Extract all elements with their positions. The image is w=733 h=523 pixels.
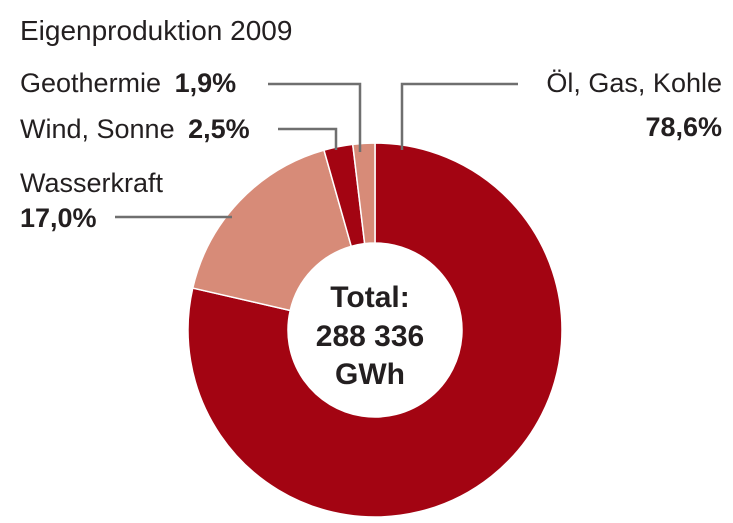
center-total-unit: GWh <box>335 358 405 391</box>
leader-line-geothermie <box>268 82 362 152</box>
slice-label-wind-sonne-name: Wind, Sonne <box>20 114 175 144</box>
slice-value-wind-sonne: 2,5% <box>188 114 250 144</box>
slice-labels: Öl, Gas, Kohle 78,6% Geothermie 1,9% Win… <box>20 68 722 233</box>
donut-slice-wasserkraft <box>191 149 353 312</box>
slice-value-wasserkraft: 17,0% <box>20 203 97 233</box>
slice-label-oel-gas-kohle: Öl, Gas, Kohle <box>546 68 722 98</box>
slice-label-wasserkraft: Wasserkraft <box>20 168 164 198</box>
donut-slice-öl-gas-kohle <box>187 142 563 518</box>
slice-label-geothermie: Geothermie 1,9% <box>20 68 236 98</box>
slice-label-geothermie-name: Geothermie <box>20 68 161 98</box>
donut-center-label: Total: 288 336 GWh <box>316 281 424 391</box>
chart-title: Eigenproduktion 2009 <box>20 15 292 46</box>
slice-value-oel-gas-kohle: 78,6% <box>645 112 722 142</box>
leader-line-wind-sonne <box>278 127 338 150</box>
donut-slices <box>187 142 563 518</box>
slice-label-wind-sonne: Wind, Sonne 2,5% <box>20 114 250 144</box>
center-total-label: Total: <box>330 281 409 314</box>
leader-line-oel-gas-kohle <box>400 82 518 150</box>
leader-lines <box>115 82 518 219</box>
center-total-value: 288 336 <box>316 320 424 353</box>
slice-value-geothermie: 1,9% <box>175 68 237 98</box>
